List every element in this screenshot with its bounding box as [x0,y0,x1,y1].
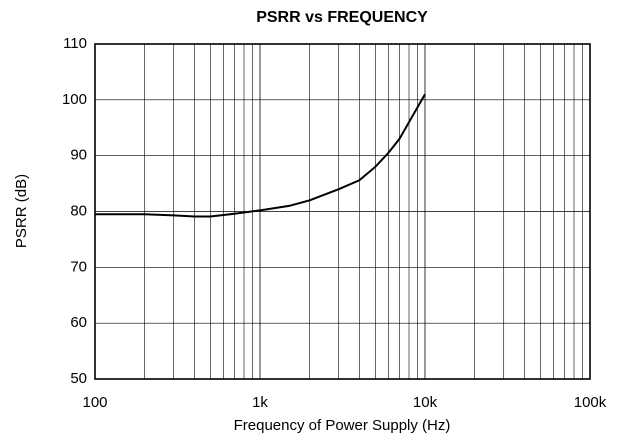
y-tick-label: 90 [70,147,87,164]
x-tick-label: 100k [574,394,607,411]
x-axis-label: Frequency of Power Supply (Hz) [234,417,451,434]
chart-title: PSRR vs FREQUENCY [256,9,428,26]
x-tick-label: 1k [252,394,268,411]
y-tick-label: 70 [70,258,87,275]
x-tick-label: 100 [82,394,107,411]
data-line [95,93,426,218]
y-tick-label: 50 [70,370,87,387]
y-axis-label: PSRR (dB) [13,174,30,248]
y-tick-label: 110 [63,35,87,52]
y-tick-label: 60 [70,314,87,331]
plot-frame [94,43,591,380]
y-tick-label: 80 [70,202,87,219]
y-tick-label: 100 [62,91,87,108]
x-tick-label: 10k [413,394,438,411]
